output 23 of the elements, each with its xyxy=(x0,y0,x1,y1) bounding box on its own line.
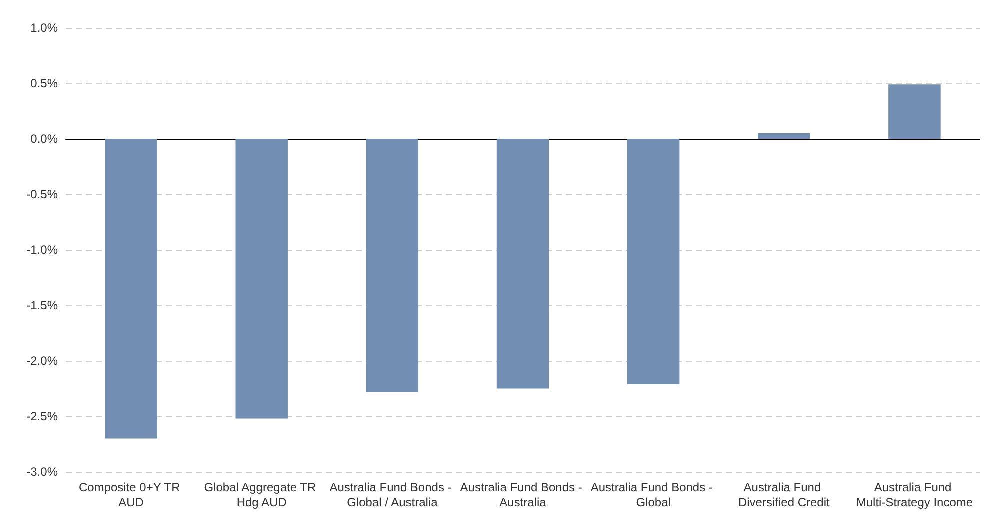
y-tick-label: -1.0% xyxy=(26,243,58,257)
bar xyxy=(888,84,941,139)
x-tick-label: Composite 0+Y TR AUD xyxy=(78,480,184,510)
x-tick-label: Australia Fund Bonds - Australia xyxy=(460,480,586,510)
y-tick-label: 1.0% xyxy=(30,21,58,35)
y-tick-label: -3.0% xyxy=(26,465,58,479)
y-tick-label: -2.0% xyxy=(26,354,58,368)
bar xyxy=(758,133,810,139)
x-tick-label: Australia Fund Bonds - Global xyxy=(590,480,716,510)
x-tick-label: Australia Fund Bonds - Global / Australia xyxy=(330,480,456,510)
bar xyxy=(105,139,158,439)
y-tick-label: -1.5% xyxy=(26,298,58,312)
bar xyxy=(366,139,419,392)
bar xyxy=(236,139,288,419)
y-tick-label: -0.5% xyxy=(26,188,58,202)
x-tick-label: Global Aggregate TR Hdg AUD xyxy=(204,480,320,510)
x-tick-label: Australia Fund Diversified Credit xyxy=(738,480,830,510)
bar xyxy=(627,139,680,384)
x-tick-label: Australia Fund Multi-Strategy Income xyxy=(856,480,974,510)
y-tick-label: -2.5% xyxy=(26,410,58,424)
y-tick-label: 0.5% xyxy=(30,76,58,90)
y-tick-label: 0.0% xyxy=(30,132,58,146)
bar xyxy=(496,139,550,389)
